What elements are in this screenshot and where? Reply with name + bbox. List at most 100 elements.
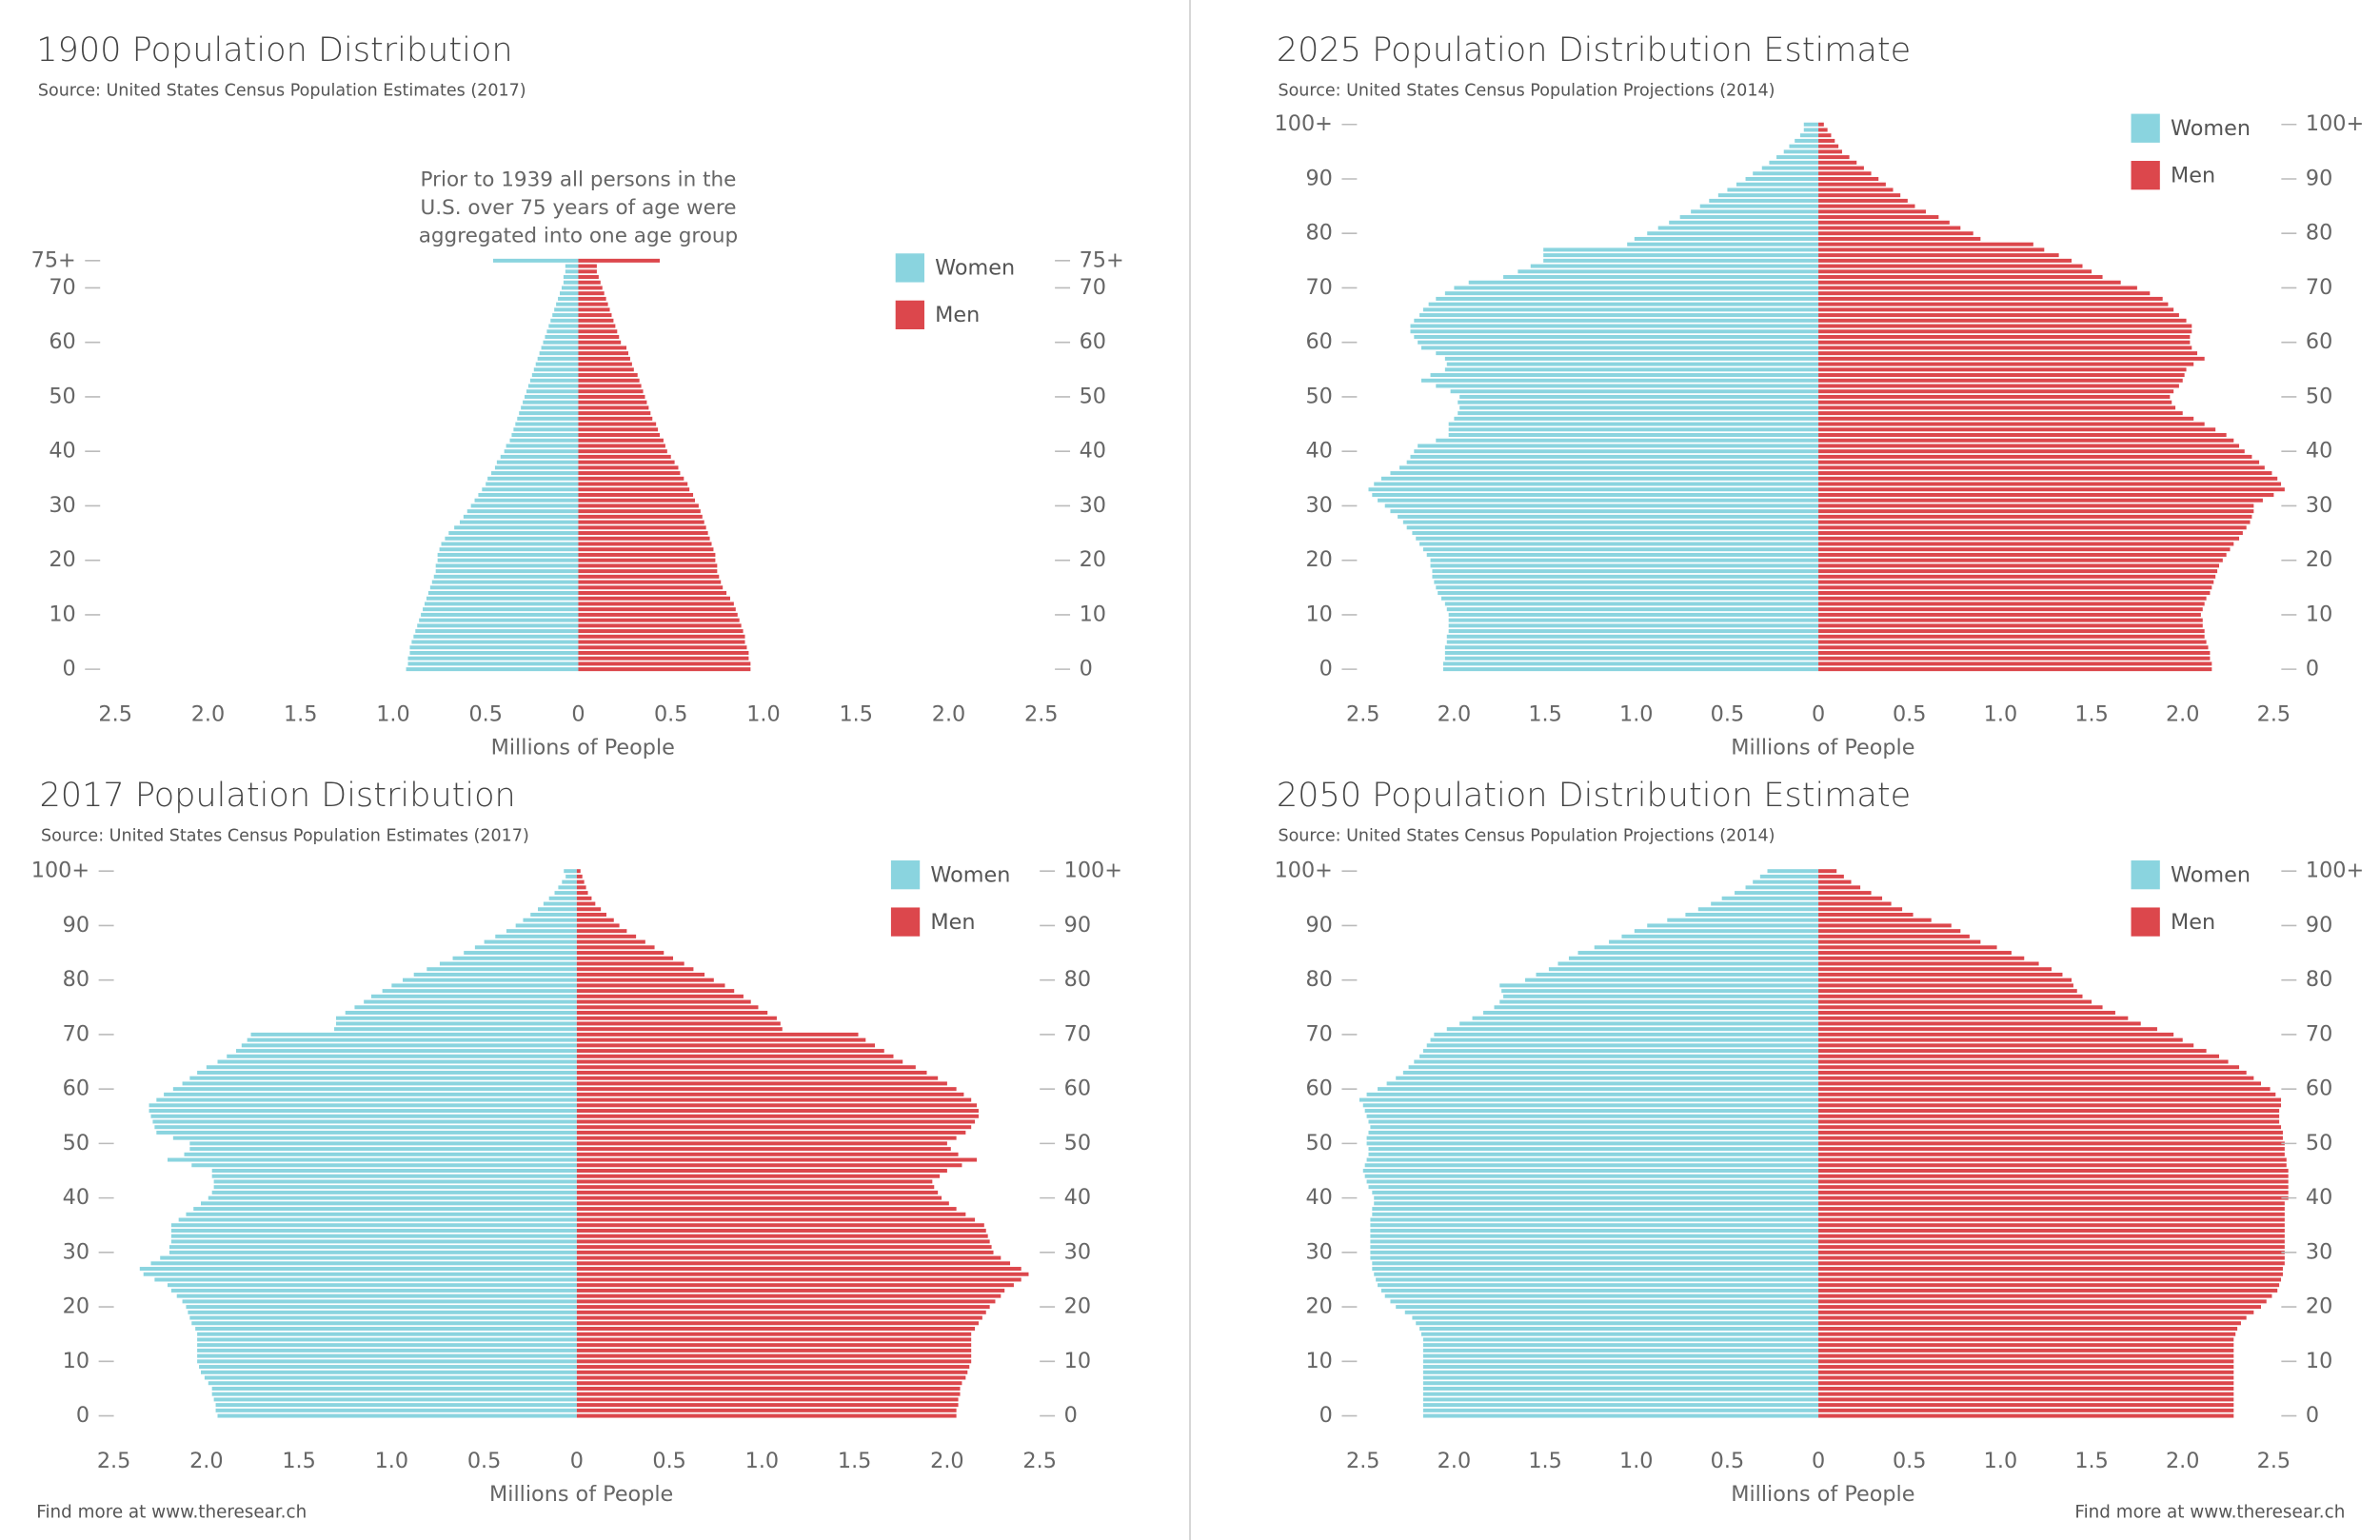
bar-men — [576, 1195, 942, 1200]
bar-men — [1818, 874, 1844, 879]
bar-women — [1366, 1179, 1819, 1184]
legend-swatch — [2131, 161, 2160, 190]
bar-men — [576, 999, 751, 1004]
bar-women — [560, 291, 579, 296]
bar-women — [509, 438, 579, 443]
bar-women — [1370, 1250, 1819, 1254]
bar-women — [506, 444, 579, 448]
bar-women — [1410, 324, 1819, 328]
bar-women — [1374, 1195, 1819, 1200]
bar-women — [1799, 133, 1819, 138]
bar-men — [1818, 1267, 2283, 1272]
bar-men — [576, 912, 606, 917]
bar-women — [1669, 220, 1819, 225]
bar-men — [1818, 128, 1828, 132]
bar-men — [1818, 155, 1850, 160]
bar-men — [578, 465, 679, 470]
y-tick-label: 30 — [63, 1239, 89, 1264]
bar-men — [578, 275, 599, 280]
x-tick-label: 1.0 — [746, 701, 780, 726]
bar-women — [197, 1337, 577, 1342]
bar-women — [565, 264, 579, 268]
bar-women — [189, 1076, 577, 1080]
x-tick-label: 2.5 — [2257, 701, 2291, 726]
bar-men — [1818, 1305, 2261, 1310]
annotation: aggregated into one age group — [419, 225, 738, 248]
bar-women — [335, 1016, 577, 1020]
legend-label: Men — [930, 910, 975, 935]
bar-women — [215, 1403, 577, 1408]
bar-women — [1543, 253, 1819, 258]
bar-men — [578, 280, 601, 285]
bar-women — [470, 503, 579, 508]
bar-men — [1818, 1201, 2285, 1206]
bar-women — [421, 612, 579, 617]
bar-women — [543, 340, 579, 345]
y-tick-label: 70 — [2306, 275, 2332, 300]
bar-men — [576, 1125, 972, 1130]
bar-women — [1378, 498, 1819, 503]
bar-men — [578, 569, 718, 574]
bar-women — [1422, 1359, 1819, 1364]
bar-men — [576, 1337, 972, 1342]
bar-men — [576, 1152, 959, 1156]
bar-men — [576, 1288, 1005, 1293]
bar-women — [1499, 999, 1819, 1004]
bar-men — [576, 1255, 1002, 1260]
bar-men — [1818, 1353, 2234, 1358]
bar-women — [1679, 215, 1819, 220]
bar-women — [227, 1054, 577, 1058]
x-tick-label: 0.5 — [1893, 701, 1926, 726]
bar-men — [578, 264, 597, 268]
bar-women — [1609, 939, 1819, 944]
bar-men — [1818, 182, 1886, 187]
bar-men — [576, 874, 583, 879]
bar-women — [558, 885, 577, 890]
bar-women — [1494, 1005, 1819, 1010]
bar-men — [578, 291, 605, 296]
bar-men — [1818, 520, 2251, 524]
y-tick-label: 90 — [1305, 913, 1332, 938]
legend-swatch — [895, 253, 924, 283]
x-tick-label: 0.5 — [654, 701, 687, 726]
bar-men — [1818, 547, 2231, 552]
bar-women — [1378, 1087, 1819, 1092]
y-tick-label: 20 — [1305, 547, 1332, 572]
bar-women — [1436, 438, 1819, 443]
bar-women — [1422, 1397, 1819, 1402]
bar-men — [1818, 362, 2194, 366]
bar-women — [1370, 1217, 1819, 1222]
bar-women — [1414, 1059, 1819, 1064]
bar-women — [211, 1174, 577, 1178]
bar-men — [576, 956, 674, 960]
bar-women — [492, 258, 579, 263]
bar-women — [1366, 1157, 1819, 1162]
bar-men — [1818, 400, 2172, 405]
bar-men — [576, 1059, 903, 1064]
bar-women — [1594, 945, 1819, 950]
bar-women — [538, 907, 577, 912]
bar-women — [1422, 1386, 1819, 1391]
bar-men — [578, 492, 694, 497]
x-tick-label: 2.0 — [191, 701, 225, 726]
y-tick-label: 0 — [76, 1403, 89, 1428]
bar-women — [1458, 411, 1819, 416]
bar-men — [578, 574, 720, 579]
bar-men — [1818, 1081, 2261, 1086]
bar-men — [576, 1147, 951, 1152]
bar-women — [149, 1109, 577, 1114]
bar-women — [1499, 983, 1819, 988]
bar-men — [1818, 1332, 2236, 1336]
bar-women — [1370, 1228, 1819, 1233]
bar-women — [407, 661, 579, 666]
bar-women — [213, 1397, 577, 1402]
bar-men — [1818, 1381, 2234, 1386]
bar-men — [576, 1081, 947, 1086]
bar-women — [1448, 422, 1819, 426]
bar-men — [576, 977, 714, 982]
bar-women — [494, 465, 579, 470]
bar-men — [576, 1261, 1011, 1266]
bar-women — [1446, 634, 1819, 639]
chart-title: 2017 Population Distribution — [39, 776, 515, 815]
bar-men — [576, 1157, 978, 1162]
